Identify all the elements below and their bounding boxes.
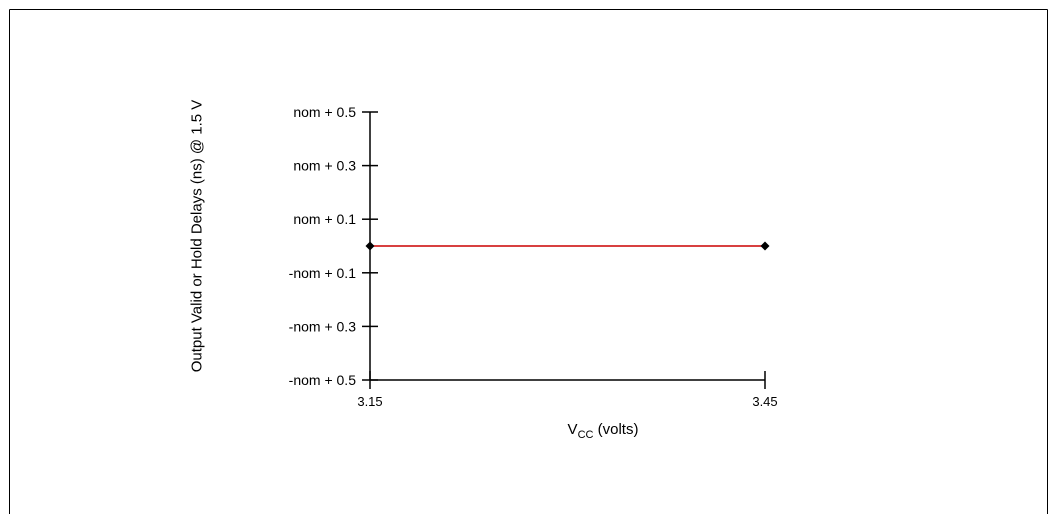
x-axis-title-suffix: (volts) xyxy=(593,421,638,438)
page-border xyxy=(9,9,1048,514)
x-tick-label-1: 3.45 xyxy=(752,394,777,409)
x-ticks: 3.15 3.45 xyxy=(357,371,778,409)
y-tick-label-5: -nom + 0.5 xyxy=(289,372,357,388)
y-tick-label-1: nom + 0.3 xyxy=(293,158,356,174)
y-tick-label-2: nom + 0.1 xyxy=(293,211,356,227)
series-point-0-0 xyxy=(365,241,375,251)
y-tick-label-3: -nom + 0.1 xyxy=(289,265,357,281)
x-axis-title-main: V xyxy=(568,421,578,438)
x-axis-title-subscript: CC xyxy=(578,429,594,441)
series-layer xyxy=(365,241,770,251)
x-tick-label-0: 3.15 xyxy=(357,394,382,409)
y-ticks: nom + 0.5 nom + 0.3 nom + 0.1 -nom + 0.1 -no… xyxy=(289,104,378,388)
y-tick-label-4: -nom + 0.3 xyxy=(289,318,357,334)
y-tick-label-0: nom + 0.5 xyxy=(293,104,356,120)
x-axis-title: VCC (volts) xyxy=(568,421,639,441)
series-point-0-1 xyxy=(760,241,770,251)
y-axis-title: Output Valid or Hold Delays (ns) @ 1.5 V xyxy=(189,100,206,373)
